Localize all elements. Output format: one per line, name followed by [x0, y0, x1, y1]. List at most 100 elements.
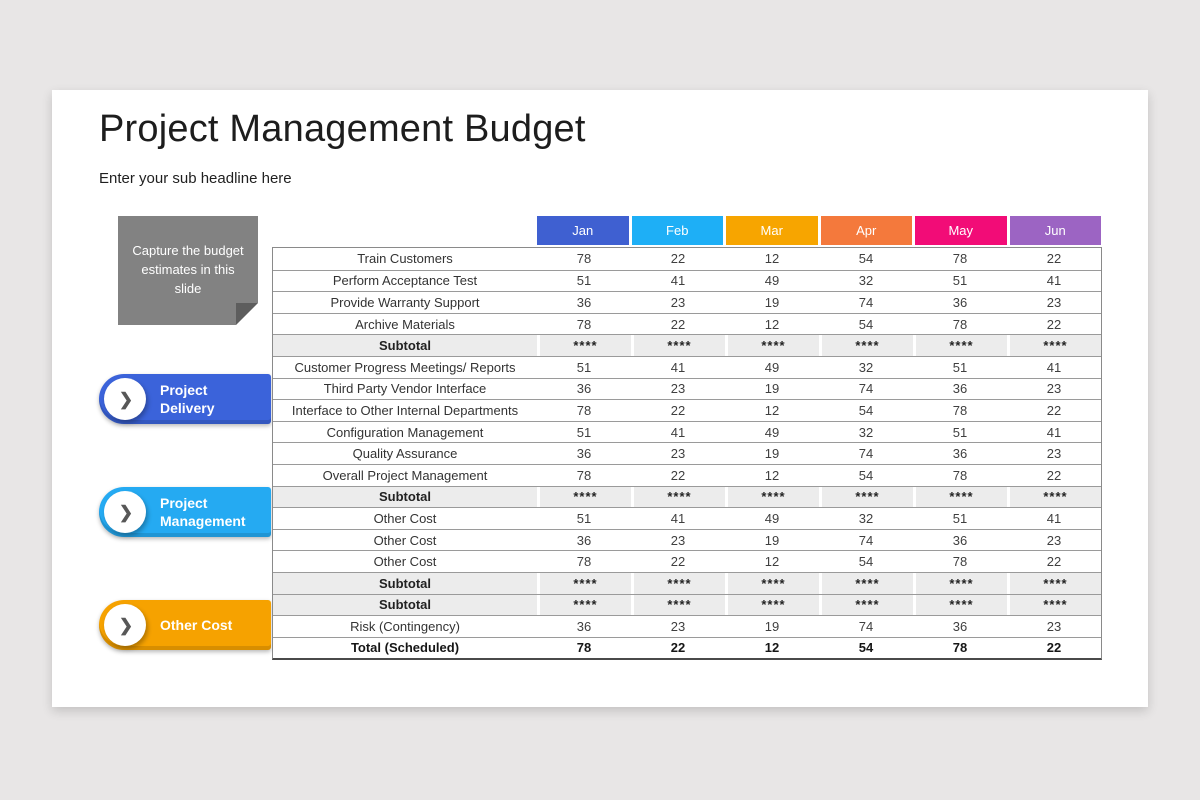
pill-project-delivery[interactable]: ❯ Project Delivery [99, 374, 271, 424]
cell-value: 23 [670, 532, 686, 548]
cell-value: 36 [576, 618, 592, 634]
pill-other-cost[interactable]: ❯ Other Cost [99, 600, 271, 650]
table-row: Perform Acceptance Test 51 41 49 32 51 41 [273, 269, 1101, 292]
cell-value: 51 [576, 424, 592, 440]
note-text: Capture the budget estimates in this sli… [132, 243, 244, 296]
cell-value: 23 [1046, 532, 1062, 548]
cell-value: 41 [1046, 359, 1062, 375]
cell-value: **** [1007, 486, 1101, 508]
cell-value: 22 [1046, 316, 1062, 332]
cell-value: 32 [858, 359, 874, 375]
pill-project-management[interactable]: ❯ Project Management [99, 487, 271, 537]
row-label: Subtotal [273, 594, 537, 616]
cell-value: 36 [952, 381, 968, 397]
row-label: Provide Warranty Support [330, 294, 480, 310]
cell-value: 22 [670, 251, 686, 267]
cell-value: 22 [670, 554, 686, 570]
month-header-row: Jan Feb Mar Apr May Jun [537, 216, 1101, 245]
cell-value: **** [1007, 594, 1101, 616]
row-label: Quality Assurance [352, 446, 458, 462]
note-callout: Capture the budget estimates in this sli… [118, 216, 258, 325]
cell-value: 54 [858, 640, 874, 656]
pill-label: Project Management [160, 494, 246, 529]
table-row: Other Cost 51 41 49 32 51 41 [273, 507, 1101, 529]
cell-value: 19 [764, 294, 780, 310]
cell-value: 78 [952, 251, 968, 267]
cell-value: 22 [1046, 402, 1062, 418]
chevron-right-icon: ❯ [118, 502, 134, 522]
cell-value: 23 [670, 446, 686, 462]
cell-value: **** [913, 594, 1007, 616]
cell-value: 36 [952, 618, 968, 634]
table-row: Provide Warranty Support 36 23 19 74 36 23 [273, 291, 1101, 313]
chevron-right-icon: ❯ [118, 389, 134, 409]
month-header-apr: Apr [820, 216, 912, 245]
row-label: Total (Scheduled) [350, 640, 460, 656]
cell-value: 41 [1046, 273, 1062, 289]
cell-value: **** [913, 335, 1007, 356]
cell-value: 78 [952, 402, 968, 418]
month-header-jun: Jun [1009, 216, 1101, 245]
row-label: Subtotal [273, 486, 537, 508]
row-label: Perform Acceptance Test [332, 273, 478, 289]
row-label: Subtotal [273, 335, 537, 356]
cell-value: 12 [764, 402, 780, 418]
row-label: Train Customers [357, 251, 453, 267]
pill-label: Project Delivery [160, 381, 215, 416]
table-row: Interface to Other Internal Departments 7… [273, 399, 1101, 421]
cell-value: 22 [1046, 467, 1062, 483]
cell-value: 41 [670, 510, 686, 526]
cell-value: 51 [576, 510, 592, 526]
cell-value: 12 [764, 251, 780, 267]
chevron-right-icon: ❯ [118, 615, 134, 635]
table-row-total: Total (Scheduled) 78 22 12 54 78 22 [273, 636, 1101, 659]
table-row: Risk (Contingency) 36 23 19 74 36 23 [273, 615, 1101, 637]
cell-value: 41 [670, 424, 686, 440]
cell-value: 19 [764, 532, 780, 548]
table-row: Other Cost 36 23 19 74 36 23 [273, 528, 1101, 551]
cell-value: **** [1007, 335, 1101, 356]
cell-value: 78 [576, 402, 592, 418]
table-row-subtotal: Subtotal **** **** **** **** **** **** [273, 571, 1101, 594]
cell-value: 22 [1046, 251, 1062, 267]
table-row: Overall Project Management 78 22 12 54 78 22 [273, 463, 1101, 486]
chevron-circle: ❯ [104, 604, 146, 646]
cell-value: **** [725, 335, 819, 356]
cell-value: 19 [764, 618, 780, 634]
cell-value: 74 [858, 532, 874, 548]
cell-value: **** [819, 594, 913, 616]
month-header-may: May [915, 216, 1007, 245]
cell-value: 23 [1046, 294, 1062, 310]
cell-value: **** [913, 572, 1007, 594]
table-row: Archive Materials 78 22 12 54 78 22 [273, 312, 1101, 335]
cell-value: 36 [576, 532, 592, 548]
cell-value: **** [631, 594, 725, 616]
cell-value: 41 [670, 273, 686, 289]
cell-value: 19 [764, 446, 780, 462]
cell-value: 51 [576, 273, 592, 289]
month-header-mar: Mar [726, 216, 818, 245]
cell-value: 51 [576, 359, 592, 375]
row-label: Archive Materials [355, 316, 455, 332]
cell-value: 22 [670, 402, 686, 418]
cell-value: 12 [764, 467, 780, 483]
cell-value: **** [631, 486, 725, 508]
page-title: Project Management Budget [99, 108, 586, 150]
cell-value: 78 [952, 554, 968, 570]
cell-value: **** [725, 572, 819, 594]
table-row: Customer Progress Meetings/ Reports 51 41 4… [273, 355, 1101, 378]
cell-value: 41 [1046, 510, 1062, 526]
cell-value: 78 [576, 554, 592, 570]
table-row: Configuration Management 51 41 49 32 51 41 [273, 420, 1101, 443]
row-label: Interface to Other Internal Departments [291, 402, 519, 418]
cell-value: 78 [576, 467, 592, 483]
chevron-circle: ❯ [104, 491, 146, 533]
table-row-subtotal: Subtotal **** **** **** **** **** **** [273, 485, 1101, 508]
cell-value: 32 [858, 424, 874, 440]
row-label: Other Cost [373, 532, 437, 548]
row-label: Risk (Contingency) [350, 618, 460, 634]
cell-value: 51 [952, 359, 968, 375]
cell-value: 23 [670, 381, 686, 397]
cell-value: 78 [576, 316, 592, 332]
